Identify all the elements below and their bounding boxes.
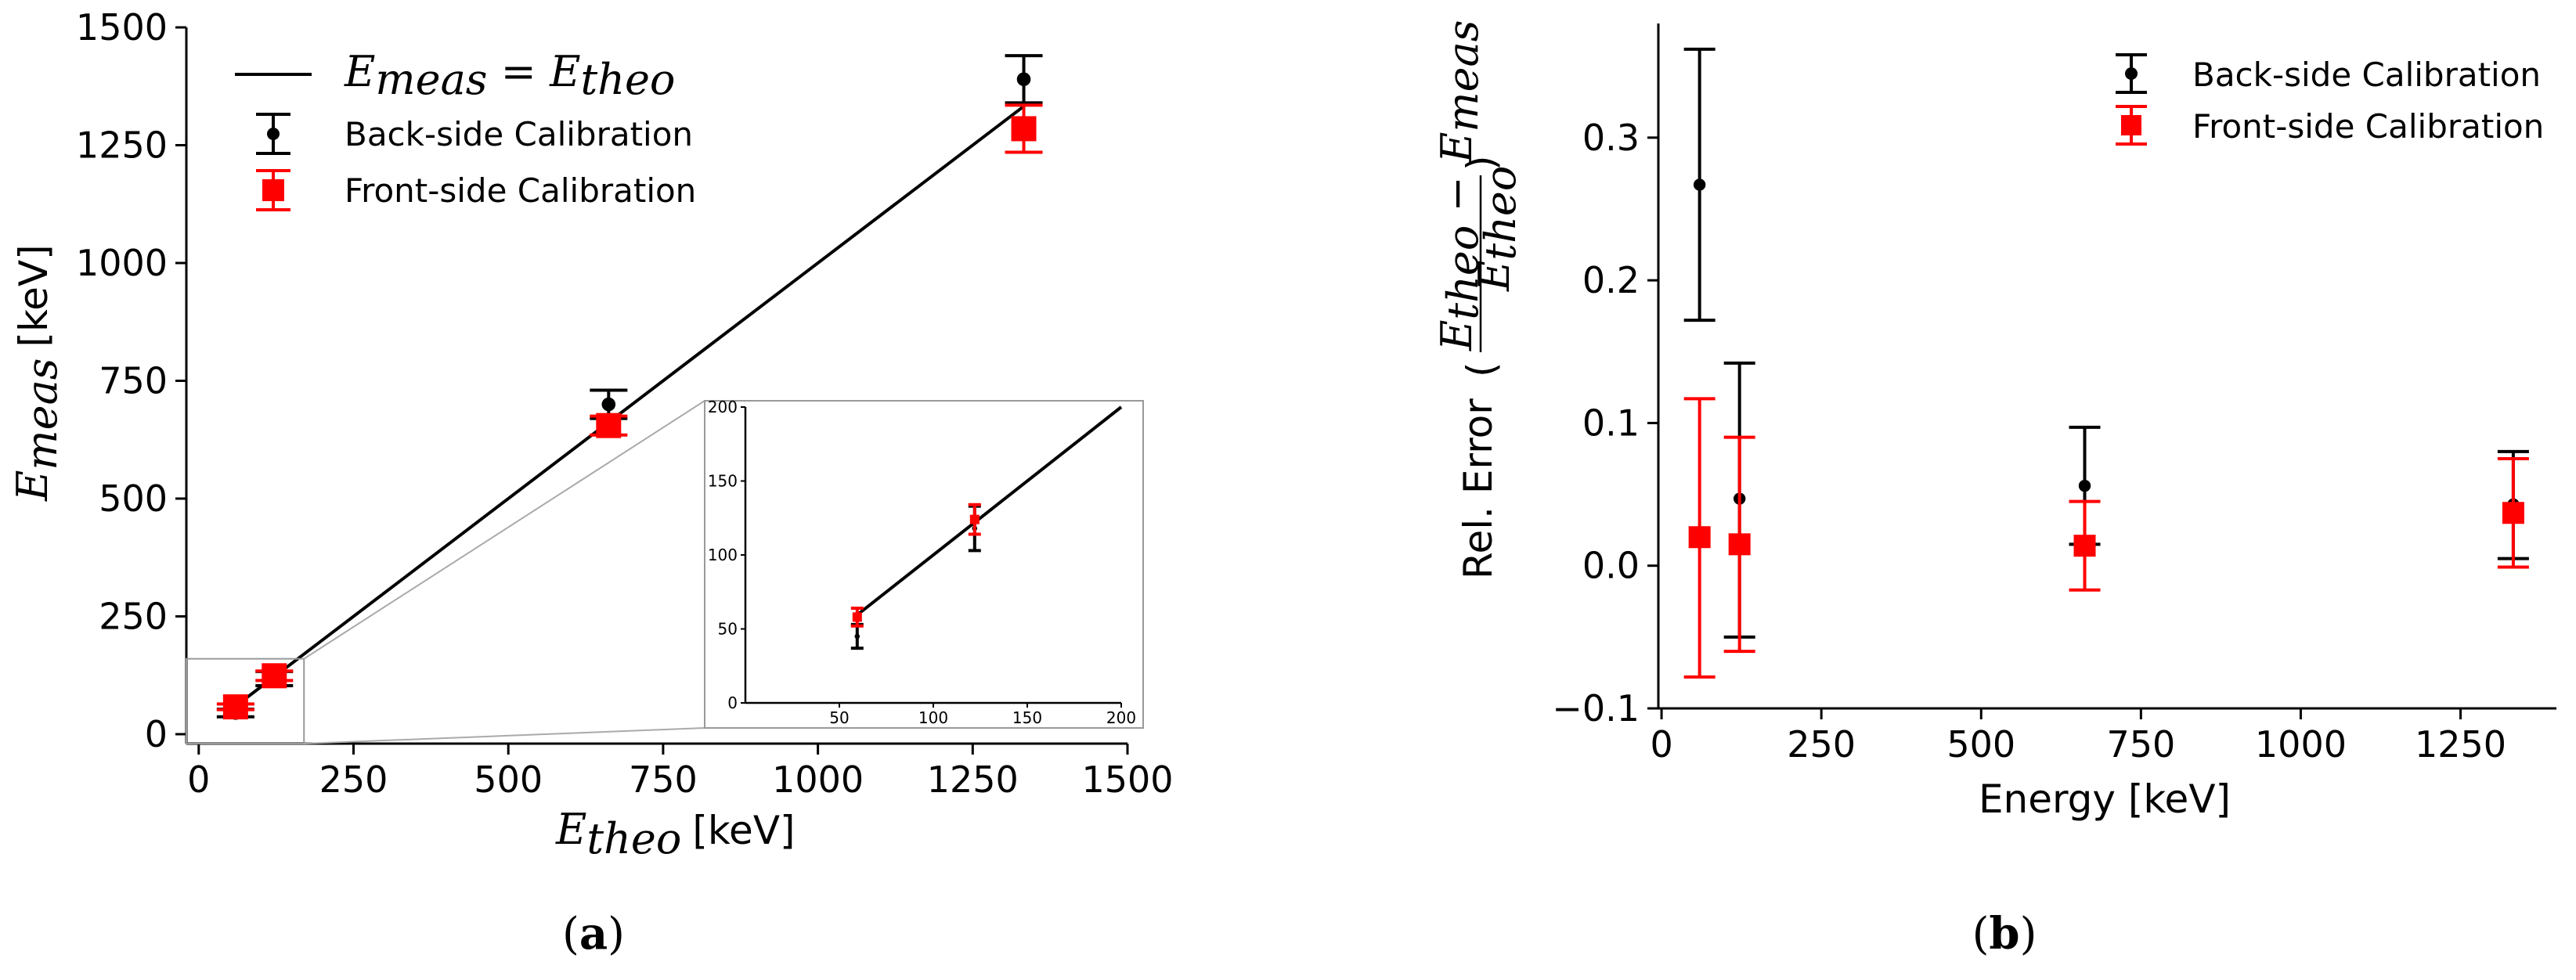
inset-x-tick-label-50: 50 (829, 708, 849, 727)
panel-b-x-label: Energy [keV] (1979, 776, 2231, 822)
panel-b-series-1-square-3-marker (2502, 502, 2524, 524)
panel-b-series-0-circle-2-marker (2078, 479, 2091, 492)
panel-a-x-label-main: E (555, 805, 586, 854)
panel-a-x-label-sub: theo (586, 814, 681, 863)
panel-a-y-tick-label-1500: 1500 (76, 6, 168, 49)
panel-a-y-label-sub: meas (17, 358, 67, 470)
legend-a-front-label: Front-side Calibration (345, 171, 696, 210)
panel-a-reference-line (234, 105, 1025, 708)
inset-y-tick-label-100: 100 (708, 546, 738, 564)
zoom-box (186, 658, 305, 744)
panel-a-legend: Emeas = Etheo Back-side Calibration Fron… (235, 47, 696, 211)
panel-a-x-label-unit: [keV] (692, 808, 795, 853)
panel-b-y-tick-label-2: 0.1 (1582, 402, 1640, 444)
panel-a-marks (216, 54, 1043, 720)
panel-b-legend: Back-side Calibration Front-side Calibra… (2116, 53, 2544, 146)
legend-a-line-label: Emeas = Etheo (344, 47, 675, 104)
inset-x-tick-label-100: 100 (918, 708, 948, 727)
panel-a-x-tick-label-500: 500 (474, 758, 543, 801)
panel-b-y-tick-label-3: 0.2 (1582, 259, 1640, 301)
panel-a-x-tick-label-750: 750 (629, 758, 698, 801)
inset-x-tick-label-200: 200 (1106, 708, 1136, 727)
caption-a: (a) (562, 908, 625, 960)
inset-frame (704, 400, 1144, 729)
legend-b-front-swatch (2116, 105, 2147, 146)
panel-b-x-tick-label-750: 750 (2106, 723, 2175, 766)
legend-b-front-label: Front-side Calibration (2192, 107, 2544, 146)
panel-a-y-tick-label-500: 500 (99, 477, 168, 520)
inset-series-0-circle-0-marker (854, 633, 860, 640)
inset-reference-line (856, 405, 1123, 617)
legend-a-front-swatch (256, 169, 290, 211)
panel-b-series-1-square-1-marker (1728, 533, 1751, 556)
panel-a-x-tick-label-1000: 1000 (772, 758, 864, 801)
panel-a-y-tick-label-250: 250 (99, 595, 168, 637)
caption-b: (b) (1972, 908, 2037, 960)
legend-b-back-swatch (2116, 53, 2147, 94)
panel-a-series-1-square-3-marker (1011, 116, 1037, 142)
inset-y-tick-label-200: 200 (708, 398, 738, 416)
panel-b-y-tick-label-1: 0.0 (1582, 545, 1640, 587)
panel-b-x-tick-label-1250: 1250 (2415, 723, 2506, 766)
panel-b-x-tick-label-1000: 1000 (2255, 723, 2347, 766)
inset-y-tick-label-50: 50 (718, 620, 738, 639)
panel-a: 0 250 500 750 1000 1250 1500025050075010001250… (8, 6, 1174, 863)
panel-b-series-1-square-2-marker (2073, 535, 2096, 557)
panel-a-x-tick-label-1250: 1250 (927, 758, 1019, 801)
panel-b-y-tick-label-0: −0.1 (1552, 687, 1640, 730)
legend-b-back-label: Back-side Calibration (2192, 56, 2541, 94)
panel-b-series-0-circle-0-marker (1693, 178, 1706, 191)
panel-b: 0 250 500 750 1000 1250 −0.1 0.0 0.1 0.2 0.3 Energ… (1432, 20, 2556, 822)
inset-series-1-square-1-marker (969, 514, 980, 524)
panel-b-y-label-paren-close: ) (1459, 155, 1504, 171)
panel-b-y-label-paren-open: ( (1459, 362, 1504, 377)
panel-a-y-label-unit: [keV] (11, 244, 56, 347)
panel-a-y-label-main: E (8, 470, 57, 502)
panel-a-x-tick-label-1500: 1500 (1081, 758, 1173, 801)
panel-b-x-tick-label-0: 0 (1650, 723, 1672, 766)
panel-a-series-1-square-2-marker (596, 413, 622, 438)
panel-b-y-label-numerator: Etheo − Emeas (1432, 20, 1488, 351)
panel-b-marks (1683, 47, 2529, 679)
panel-a-series-1-square-1-marker (262, 663, 287, 689)
panel-b-y-label-prefix: Rel. Error (1456, 398, 1501, 579)
panel-b-y-label: Rel. Error ( Etheo − Emeas Etheo ) (1432, 20, 1525, 579)
legend-a-back-label: Back-side Calibration (345, 115, 693, 153)
panel-a-y-tick-label-750: 750 (99, 359, 168, 402)
inset-series-1-square-0-marker (852, 612, 862, 622)
zoom-connector-top (303, 400, 705, 660)
panel-b-x-tick-label-500: 500 (1946, 723, 2015, 766)
panel-a-y-tick-label-1250: 1250 (76, 124, 168, 166)
panel-a-x-tick-label-0: 0 (187, 758, 210, 801)
panel-b-ticks: 0 250 500 750 1000 1250 −0.1 0.0 0.1 0.2 0.3 (1552, 117, 2506, 766)
panel-a-x-label: Etheo [keV] (555, 805, 796, 863)
panel-b-y-label-denominator: Etheo (1470, 166, 1525, 292)
panel-b-y-tick-label-4: 0.3 (1582, 117, 1640, 159)
panel-a-y-label: Emeas [keV] (8, 244, 67, 502)
legend-a-back-swatch (256, 113, 290, 155)
panel-b-x-tick-label-250: 250 (1787, 723, 1856, 766)
panel-a-series-0-circle-2-marker (601, 397, 616, 412)
zoom-connector-bottom (304, 727, 705, 744)
panel-a-series-0-circle-3-marker (1016, 72, 1031, 87)
panel-a-inset: 50 100 150 200 0 50 100 150 200 (186, 398, 1144, 744)
panel-a-ticks: 0 250 500 750 1000 1250 1500025050075010001250… (76, 6, 1174, 801)
panel-a-y-tick-label-0: 0 (145, 713, 168, 755)
panel-a-y-tick-label-1000: 1000 (76, 242, 168, 284)
panel-a-x-tick-label-250: 250 (319, 758, 388, 801)
inset-y-tick-label-0: 0 (727, 694, 738, 712)
inset-y-tick-label-150: 150 (708, 472, 738, 491)
panel-b-series-1-square-0-marker (1688, 526, 1711, 549)
inset-x-tick-label-150: 150 (1012, 708, 1042, 727)
panel-a-series-1-square-0-marker (222, 694, 248, 720)
